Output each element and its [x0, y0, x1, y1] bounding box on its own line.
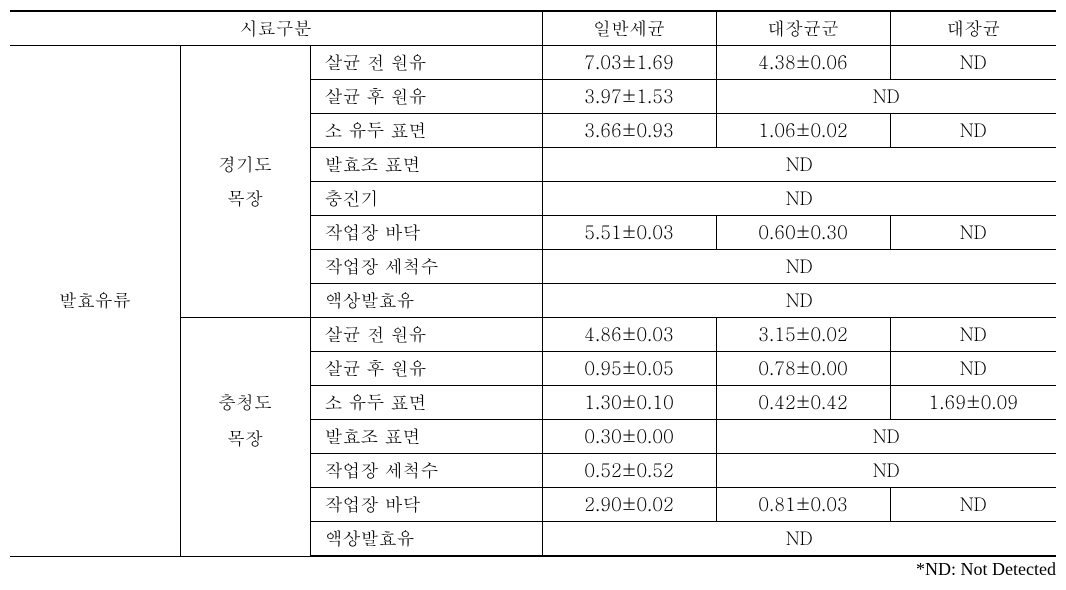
sample-label: 살균 전 원유 [310, 46, 542, 80]
value-cell: 3.97±1.53 [542, 80, 716, 114]
table-row: 발효유류 살균 전 원유 7.03±1.69 4.38±0.06 ND [10, 46, 1056, 80]
header-sample-group: 시료구분 [10, 11, 542, 46]
footnote: *ND: Not Detected [10, 557, 1056, 580]
value-cell: 0.52±0.52 [542, 454, 716, 488]
value-cell: 7.03±1.69 [542, 46, 716, 80]
nd-cell: ND [542, 250, 1056, 284]
sample-label: 살균 후 원유 [310, 80, 542, 114]
value-cell: 2.90±0.02 [542, 488, 716, 522]
value-cell: 4.38±0.06 [716, 46, 890, 80]
value-cell: 0.42±0.42 [716, 386, 890, 420]
value-cell: 1.69±0.09 [890, 386, 1056, 420]
nd-cell: ND [542, 522, 1056, 557]
value-cell: 4.86±0.03 [542, 318, 716, 352]
sample-label: 발효조 표면 [310, 148, 542, 182]
group-b-cell-top [180, 318, 310, 386]
sample-label: 충진기 [310, 182, 542, 216]
group-a-cell-top [180, 46, 310, 148]
sample-label: 작업장 바닥 [310, 488, 542, 522]
nd-cell: ND [542, 148, 1056, 182]
value-cell: ND [890, 46, 1056, 80]
sample-label: 살균 전 원유 [310, 318, 542, 352]
value-cell: ND [890, 318, 1056, 352]
nd-cell: ND [716, 80, 1056, 114]
nd-cell: ND [716, 454, 1056, 488]
sample-label: 살균 후 원유 [310, 352, 542, 386]
sample-label: 소 유두 표면 [310, 114, 542, 148]
main-group-cell: 발효유류 [10, 46, 180, 557]
sample-label: 액상발효유 [310, 522, 542, 557]
value-cell: ND [890, 216, 1056, 250]
group-a-name-line2: 목장 [180, 182, 310, 216]
value-cell: 5.51±0.03 [542, 216, 716, 250]
header-coliform-group: 대장균군 [716, 11, 890, 46]
nd-cell: ND [542, 284, 1056, 318]
group-b-name-line1: 충청도 [180, 386, 310, 420]
group-b-name-line2: 목장 [180, 420, 310, 488]
sample-label: 작업장 세척수 [310, 454, 542, 488]
header-row: 시료구분 일반세균 대장균군 대장균 [10, 11, 1056, 46]
value-cell: 0.60±0.30 [716, 216, 890, 250]
group-b-cell-bottom [180, 488, 310, 557]
group-a-cell-bottom [180, 216, 310, 318]
sample-label: 발효조 표면 [310, 420, 542, 454]
sample-label: 작업장 세척수 [310, 250, 542, 284]
value-cell: 0.30±0.00 [542, 420, 716, 454]
value-cell: 0.95±0.05 [542, 352, 716, 386]
sample-label: 작업장 바닥 [310, 216, 542, 250]
group-a-name-line1: 경기도 [180, 148, 310, 182]
value-cell: 0.78±0.00 [716, 352, 890, 386]
nd-cell: ND [716, 420, 1056, 454]
microbiology-table: 시료구분 일반세균 대장균군 대장균 발효유류 살균 전 원유 7.03±1.6… [10, 10, 1056, 557]
value-cell: 1.06±0.02 [716, 114, 890, 148]
header-ecoli: 대장균 [890, 11, 1056, 46]
nd-cell: ND [542, 182, 1056, 216]
value-cell: ND [890, 114, 1056, 148]
value-cell: 1.30±0.10 [542, 386, 716, 420]
value-cell: 0.81±0.03 [716, 488, 890, 522]
value-cell: ND [890, 488, 1056, 522]
sample-label: 소 유두 표면 [310, 386, 542, 420]
value-cell: 3.66±0.93 [542, 114, 716, 148]
header-bacteria: 일반세균 [542, 11, 716, 46]
sample-label: 액상발효유 [310, 284, 542, 318]
value-cell: ND [890, 352, 1056, 386]
value-cell: 3.15±0.02 [716, 318, 890, 352]
